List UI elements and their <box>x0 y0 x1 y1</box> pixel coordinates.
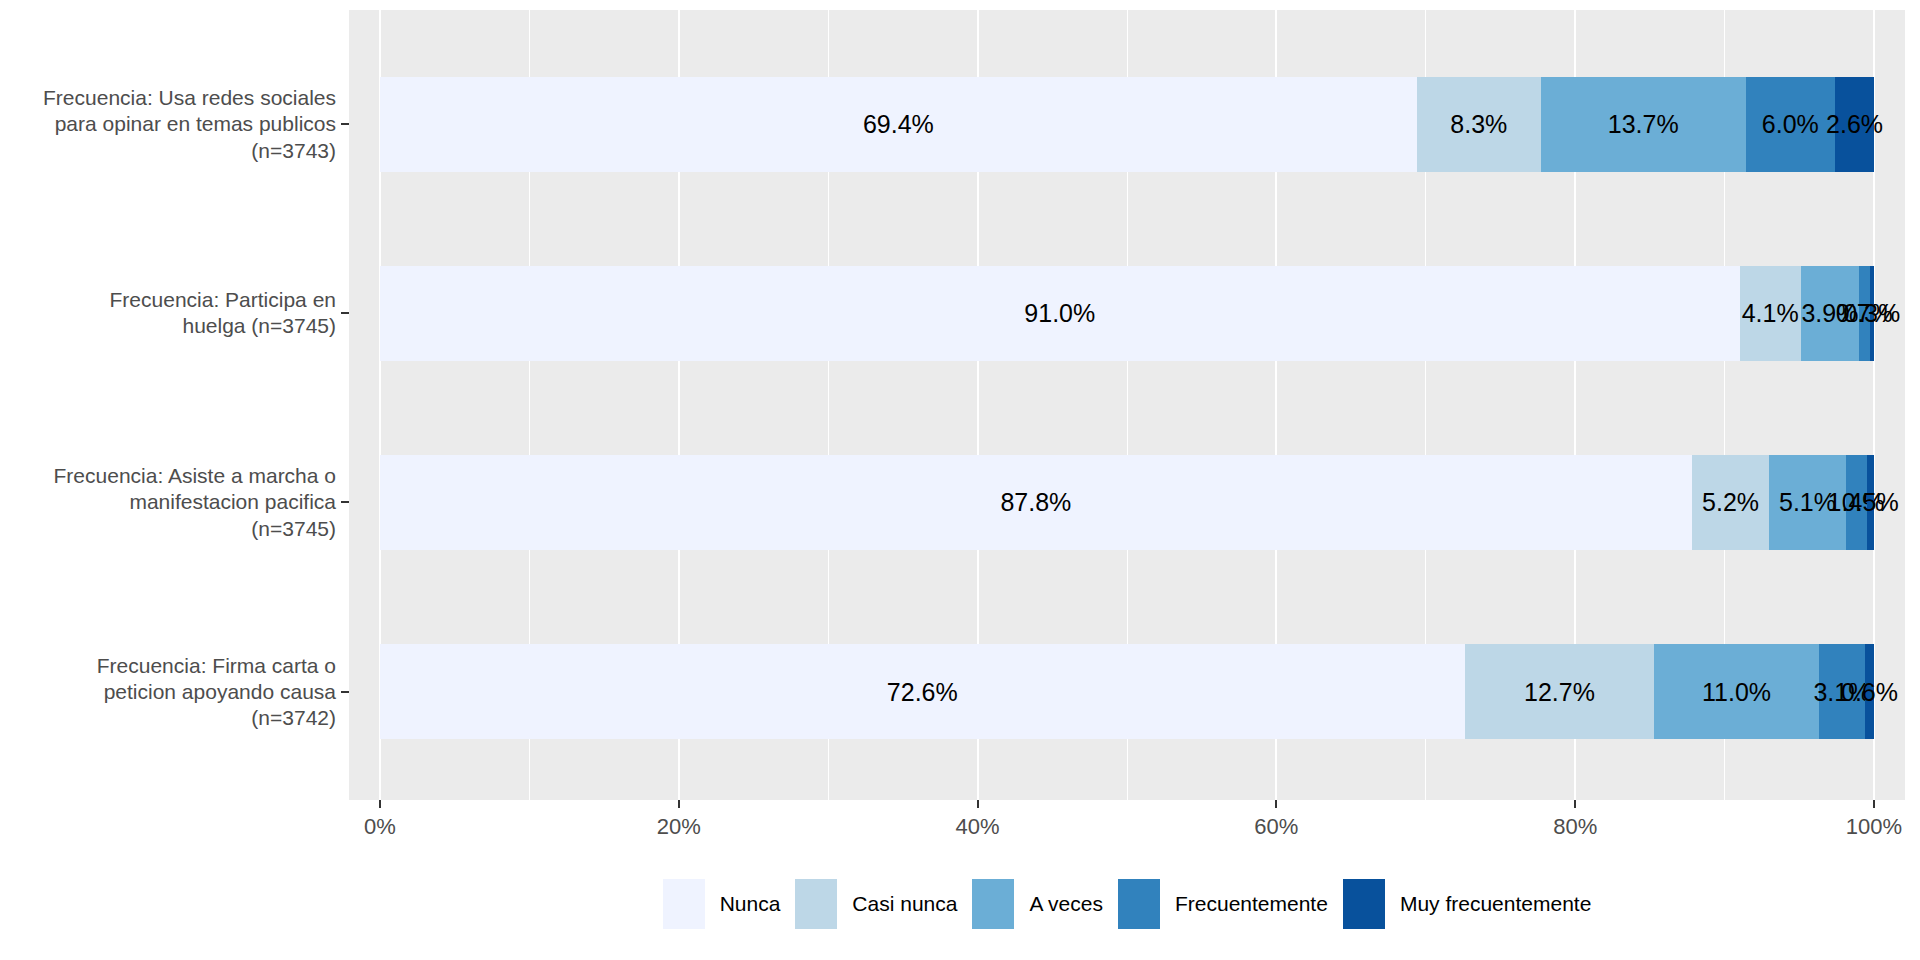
bar-segment-label: 91.0% <box>1024 301 1095 326</box>
bar-segment-label: 13.7% <box>1608 112 1679 137</box>
legend-swatch <box>972 879 1014 929</box>
legend-swatch <box>663 879 705 929</box>
x-tick-mark <box>678 800 680 808</box>
bar-segment-label: 11.0% <box>1702 679 1771 704</box>
x-tick-mark <box>977 800 979 808</box>
bar-segment-label: 8.3% <box>1450 112 1507 137</box>
x-tick-mark <box>1275 800 1277 808</box>
category-label: Frecuencia: Usa redes socialespara opina… <box>0 85 336 164</box>
bar-segment-label: 12.7% <box>1524 679 1595 704</box>
x-tick-label: 20% <box>629 814 729 840</box>
x-tick-label: 60% <box>1226 814 1326 840</box>
category-label-line: (n=3745) <box>0 515 336 541</box>
bar-segment-label: 69.4% <box>863 112 934 137</box>
x-tick-label: 40% <box>928 814 1028 840</box>
category-label-line: para opinar en temas publicos <box>0 111 336 137</box>
y-tick-mark <box>341 691 349 693</box>
category-label-line: Frecuencia: Firma carta o <box>0 652 336 678</box>
category-label-line: (n=3743) <box>0 137 336 163</box>
legend-item: A veces <box>972 879 1103 929</box>
category-label-line: huelga (n=3745) <box>0 313 336 339</box>
category-label: Frecuencia: Firma carta opeticion apoyan… <box>0 652 336 731</box>
category-label-line: Frecuencia: Asiste a marcha o <box>0 463 336 489</box>
stacked-bar-chart: 69.4%8.3%13.7%6.0%2.6%91.0%4.1%3.9%0.7%0… <box>0 0 1920 960</box>
legend-item: Muy frecuentemente <box>1343 879 1591 929</box>
legend-item: Nunca <box>663 879 781 929</box>
legend-label: A veces <box>1029 892 1103 916</box>
legend-label: Muy frecuentemente <box>1400 892 1591 916</box>
category-label-line: Frecuencia: Participa en <box>0 287 336 313</box>
bar-segment-label: 0.5% <box>1842 490 1899 515</box>
legend-swatch <box>1118 879 1160 929</box>
bar-segment-label: 6.0% <box>1762 112 1819 137</box>
bar-segment-label: 87.8% <box>1000 490 1071 515</box>
plot-panel: 69.4%8.3%13.7%6.0%2.6%91.0%4.1%3.9%0.7%0… <box>349 10 1905 800</box>
y-tick-mark <box>341 123 349 125</box>
x-tick-label: 0% <box>330 814 430 840</box>
category-label-line: (n=3742) <box>0 705 336 731</box>
legend-item: Frecuentemente <box>1118 879 1328 929</box>
category-label: Frecuencia: Participa enhuelga (n=3745) <box>0 287 336 340</box>
category-label: Frecuencia: Asiste a marcha omanifestaci… <box>0 463 336 542</box>
bar-segment-label: 72.6% <box>887 679 958 704</box>
legend-item: Casi nunca <box>795 879 957 929</box>
bar-segment-label: 2.6% <box>1826 112 1883 137</box>
y-tick-mark <box>341 501 349 503</box>
x-tick-mark <box>1574 800 1576 808</box>
x-tick-mark <box>1873 800 1875 808</box>
legend-label: Nunca <box>720 892 781 916</box>
legend: Nunca Casi nunca A veces Frecuentemente Muy … <box>349 879 1905 929</box>
legend-label: Casi nunca <box>852 892 957 916</box>
bar-segment-label: 5.2% <box>1702 490 1759 515</box>
y-tick-mark <box>341 312 349 314</box>
category-label-line: manifestacion pacifica <box>0 489 336 515</box>
bar-segment-label: 4.1% <box>1742 301 1799 326</box>
category-label-line: peticion apoyando causa <box>0 678 336 704</box>
x-tick-mark <box>379 800 381 808</box>
legend-swatch <box>795 879 837 929</box>
legend-swatch <box>1343 879 1385 929</box>
x-tick-label: 100% <box>1824 814 1920 840</box>
bar-segment-label: 0.6% <box>1841 679 1898 704</box>
bar-segment-label: 0.3% <box>1843 301 1900 326</box>
category-label-line: Frecuencia: Usa redes sociales <box>0 85 336 111</box>
legend-label: Frecuentemente <box>1175 892 1328 916</box>
x-tick-label: 80% <box>1525 814 1625 840</box>
